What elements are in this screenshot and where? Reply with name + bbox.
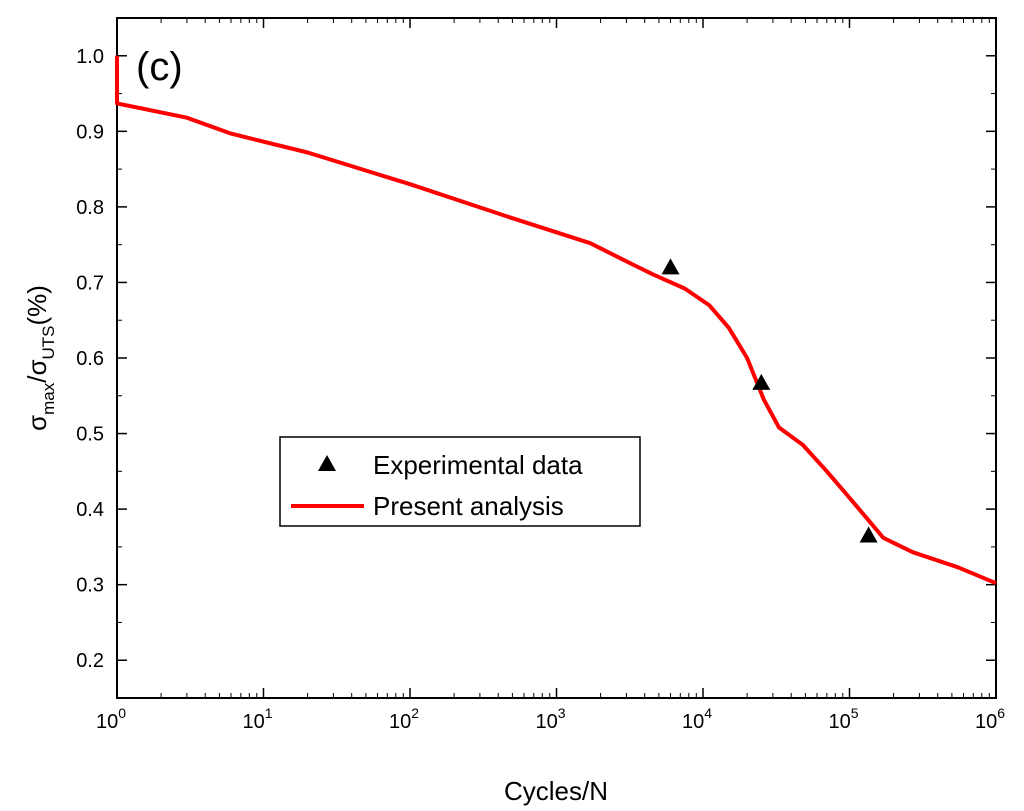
x-tick-label: 105 <box>828 705 858 733</box>
legend-label-analysis: Present analysis <box>373 491 564 521</box>
x-tick-label: 102 <box>389 705 419 733</box>
y-axis-title-slash: / <box>22 375 52 383</box>
y-tick-label: 0.7 <box>76 272 104 294</box>
present-analysis-series <box>115 55 997 586</box>
x-axis-title: Cycles/N <box>504 776 608 806</box>
experimental-data-point <box>752 373 771 390</box>
y-axis-title-sigma: σ <box>22 415 52 431</box>
y-axis-title-suffix: (%) <box>22 285 52 325</box>
y-axis-title: σmax/σUTS(%) <box>22 285 58 431</box>
legend: Experimental data Present analysis <box>279 436 641 527</box>
y-tick-label: 0.2 <box>76 650 104 672</box>
y-axis-tick-labels: 0.2 0.3 0.4 0.5 0.6 0.7 0.8 0.9 1.0 <box>76 46 104 672</box>
y-tick-label: 1.0 <box>76 46 104 68</box>
x-tick-label: 104 <box>682 705 712 733</box>
plot-frame <box>116 17 997 699</box>
y-axis-title-sigma-2: σ <box>22 359 52 375</box>
x-axis-tick-labels: 100 101 102 103 104 105 106 <box>96 705 1005 733</box>
x-tick-label: 103 <box>535 705 565 733</box>
y-axis-title-uts-subscript: UTS <box>39 325 58 359</box>
panel-label: (c) <box>136 45 183 89</box>
experimental-data-point <box>661 258 680 275</box>
legend-triangle-marker <box>318 455 336 471</box>
y-axis-ticks <box>117 17 996 661</box>
y-axis-title-max-subscript: max <box>39 382 58 415</box>
x-tick-label: 101 <box>242 705 272 733</box>
y-tick-label: 0.4 <box>76 499 104 521</box>
y-tick-label: 0.5 <box>76 424 104 446</box>
experimental-data-series <box>661 258 878 543</box>
x-tick-label: 100 <box>96 705 126 733</box>
experimental-data-point <box>859 526 878 543</box>
legend-box <box>279 436 641 527</box>
present-analysis-line <box>115 55 997 586</box>
y-tick-label: 0.6 <box>76 348 104 370</box>
x-axis-ticks <box>116 18 997 698</box>
legend-label-experimental: Experimental data <box>373 450 583 480</box>
y-tick-label: 0.9 <box>76 121 104 143</box>
x-tick-label: 106 <box>975 705 1005 733</box>
y-tick-label: 0.3 <box>76 575 104 597</box>
y-tick-label: 0.8 <box>76 197 104 219</box>
